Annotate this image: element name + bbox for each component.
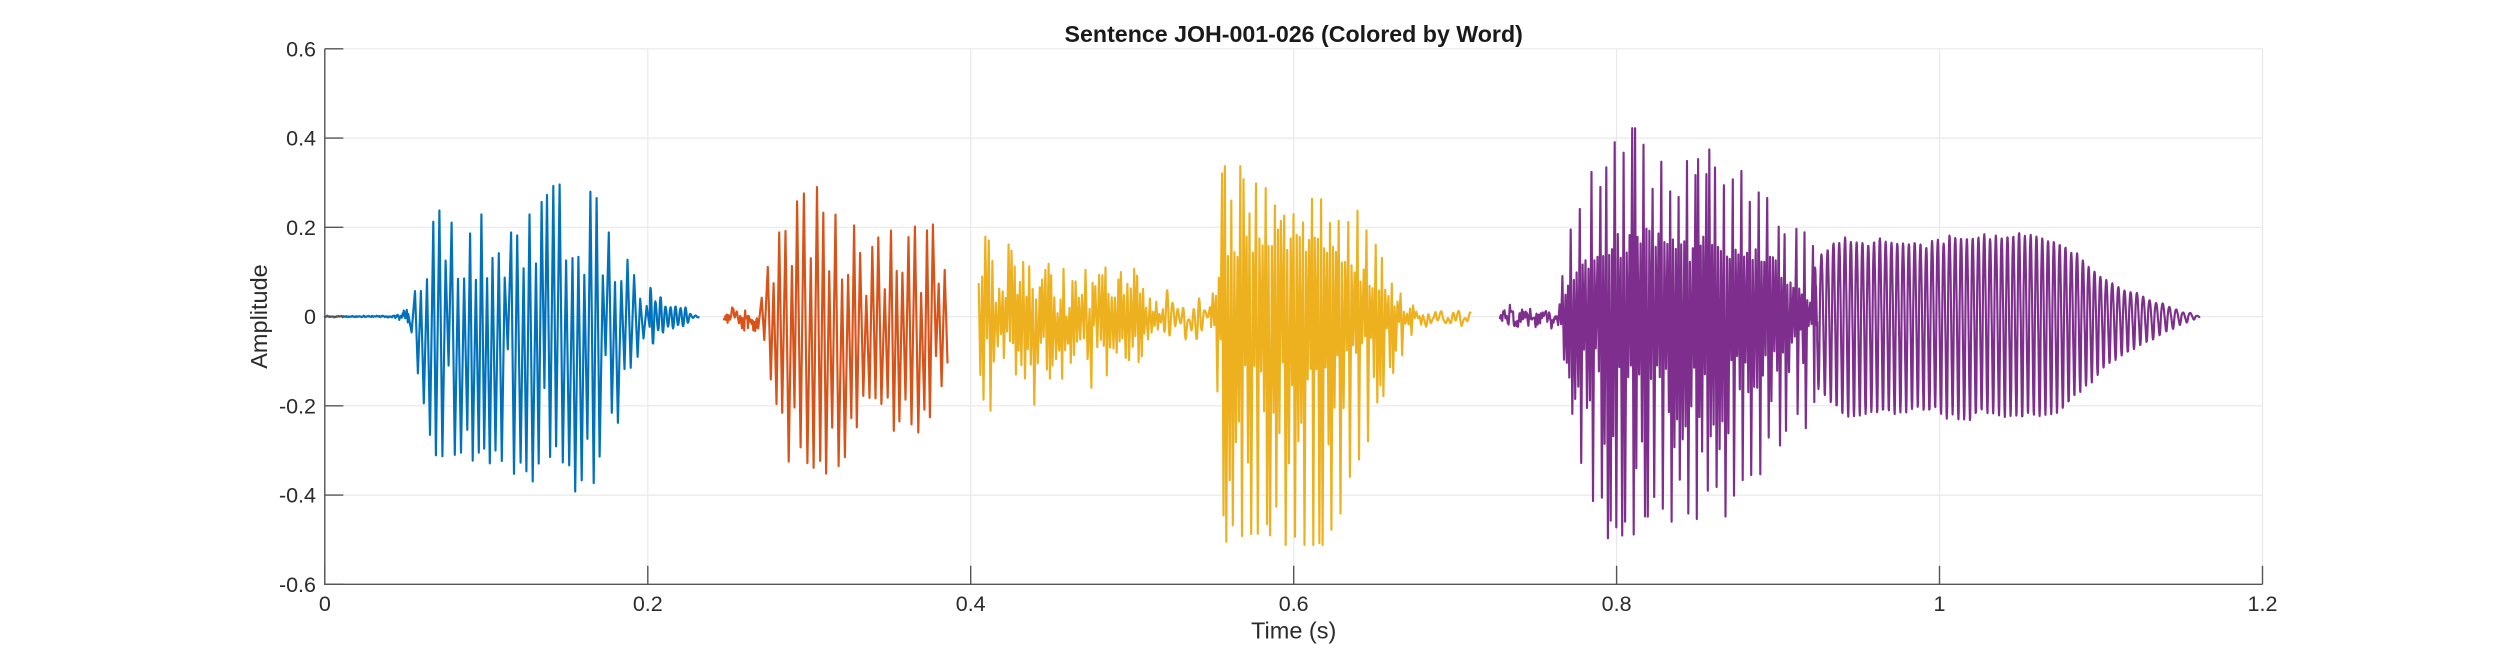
- svg-text:0.6: 0.6: [286, 37, 316, 61]
- svg-text:Time (s): Time (s): [1251, 618, 1336, 644]
- svg-text:0.2: 0.2: [633, 592, 663, 616]
- svg-text:0.2: 0.2: [286, 216, 316, 240]
- svg-text:-0.4: -0.4: [279, 484, 316, 508]
- svg-text:0: 0: [319, 592, 331, 616]
- svg-text:-0.2: -0.2: [279, 394, 316, 418]
- svg-text:Amplitude: Amplitude: [246, 264, 272, 369]
- svg-text:0.4: 0.4: [286, 127, 316, 151]
- svg-text:Sentence JOH-001-026 (Colored: Sentence JOH-001-026 (Colored by Word): [1065, 21, 1523, 47]
- svg-text:1: 1: [1934, 592, 1946, 616]
- svg-text:0.6: 0.6: [1279, 592, 1309, 616]
- svg-text:0: 0: [304, 305, 316, 329]
- svg-text:1.2: 1.2: [2248, 592, 2278, 616]
- svg-text:0.4: 0.4: [956, 592, 986, 616]
- svg-text:-0.6: -0.6: [279, 573, 316, 597]
- svg-text:0.8: 0.8: [1602, 592, 1632, 616]
